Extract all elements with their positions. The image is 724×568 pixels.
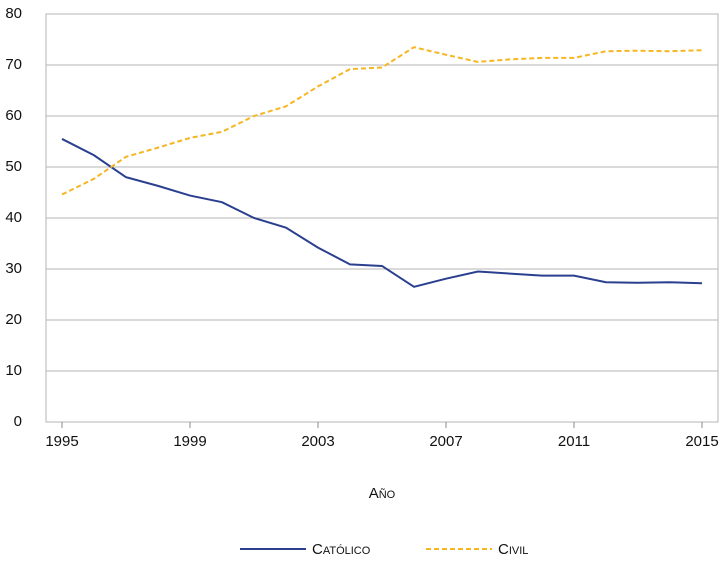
x-tick-label: 2011 xyxy=(558,433,590,450)
y-tick-label: 70 xyxy=(5,56,22,73)
x-tick-label: 2007 xyxy=(429,433,462,450)
x-tick-label: 1995 xyxy=(45,433,78,450)
x-tick-label: 2015 xyxy=(685,433,718,450)
y-tick-label: 80 xyxy=(5,5,22,22)
series-line xyxy=(61,138,703,288)
y-tick-label: 20 xyxy=(5,311,22,328)
y-tick-label: 60 xyxy=(5,107,22,124)
y-tick-label: 0 xyxy=(14,413,22,430)
y-tick-label: 50 xyxy=(5,158,22,175)
x-axis-label: Año xyxy=(369,485,396,502)
y-tick-label: 40 xyxy=(5,209,22,226)
y-tick-label: 10 xyxy=(5,362,22,379)
plot-border xyxy=(45,13,719,423)
series-line xyxy=(61,46,703,196)
x-tick-label: 1999 xyxy=(173,433,206,450)
y-tick-label: 30 xyxy=(5,260,22,277)
legend-label: Católico xyxy=(312,541,371,558)
x-tick-label: 2003 xyxy=(301,433,334,450)
legend-label: Civil xyxy=(498,541,528,558)
